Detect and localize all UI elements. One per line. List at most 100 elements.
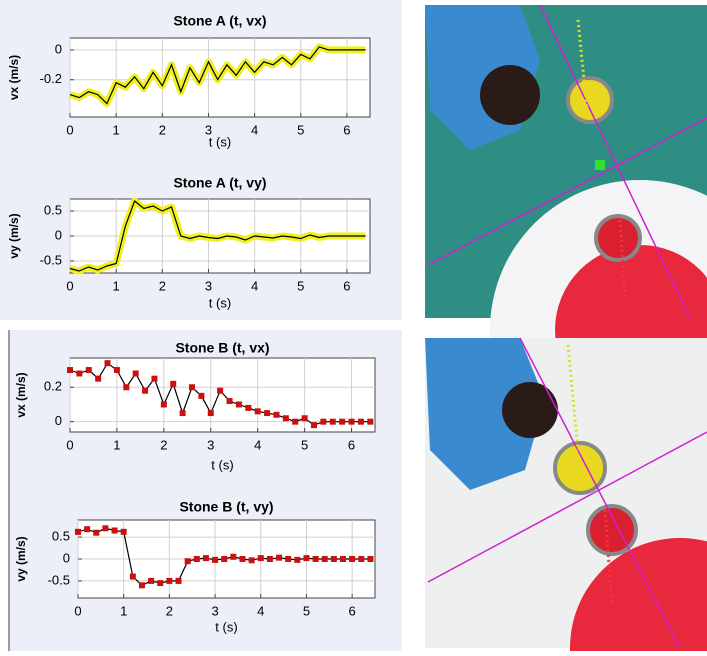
x-tick-label: 6 bbox=[348, 437, 355, 452]
data-point bbox=[320, 418, 327, 425]
x-tick-label: 2 bbox=[166, 603, 173, 618]
data-point bbox=[142, 387, 149, 394]
x-tick-label: 5 bbox=[297, 278, 304, 293]
chart-title: Stone B (t, vx) bbox=[175, 340, 269, 356]
x-tick-label: 1 bbox=[113, 437, 120, 452]
data-point bbox=[179, 410, 186, 417]
data-point bbox=[84, 526, 91, 533]
data-point bbox=[184, 558, 191, 565]
axis-line bbox=[427, 431, 707, 583]
data-point bbox=[85, 367, 92, 374]
stone-a bbox=[553, 441, 607, 495]
chart: Stone B (t, vy) t (s) vy (m/s) 0 1 2 3 4 5 6 -0.5 0… bbox=[14, 499, 376, 634]
data-point bbox=[367, 418, 374, 425]
x-tick-label: 1 bbox=[113, 278, 120, 293]
data-point bbox=[276, 554, 283, 561]
data-point bbox=[292, 418, 299, 425]
data-point bbox=[303, 555, 310, 562]
data-point bbox=[120, 528, 127, 535]
y-axis-label: vx (m/s) bbox=[7, 55, 21, 100]
video-frame-bottom bbox=[425, 337, 707, 656]
x-tick-label: 4 bbox=[251, 122, 258, 137]
data-point bbox=[239, 556, 246, 562]
x-tick-label: 0 bbox=[66, 278, 73, 293]
data-point bbox=[301, 415, 308, 422]
data-point bbox=[212, 556, 219, 563]
data-point bbox=[349, 556, 356, 562]
house-red bbox=[570, 538, 707, 656]
y-tick-label: 0 bbox=[55, 227, 62, 242]
x-tick-label: 0 bbox=[66, 122, 73, 137]
x-tick-label: 4 bbox=[254, 437, 261, 452]
player bbox=[425, 338, 545, 490]
data-point bbox=[358, 556, 365, 562]
data-point bbox=[95, 375, 102, 382]
data-point bbox=[157, 580, 164, 587]
track-b bbox=[603, 509, 614, 606]
y-axis-label: vy (m/s) bbox=[14, 536, 28, 581]
origin-marker bbox=[595, 160, 605, 170]
chart: Stone A (t, vx) t (s) vx (m/s) 0 1 2 3 4 5 6 -0.2 0 bbox=[7, 13, 371, 149]
y-axis-label: vx (m/s) bbox=[14, 372, 28, 417]
x-axis-label: t (s) bbox=[215, 619, 237, 634]
data-point bbox=[230, 553, 237, 560]
video-frame-top bbox=[425, 4, 707, 480]
data-point bbox=[207, 410, 214, 417]
data-point bbox=[282, 415, 289, 422]
x-tick-label: 5 bbox=[297, 122, 304, 137]
data-point bbox=[104, 360, 111, 367]
data-point bbox=[339, 418, 346, 425]
x-tick-label: 3 bbox=[207, 437, 214, 452]
data-point bbox=[113, 367, 120, 374]
y-tick-label: 0 bbox=[55, 41, 62, 56]
x-tick-label: 2 bbox=[159, 278, 166, 293]
data-point bbox=[245, 404, 252, 411]
data-point bbox=[329, 418, 336, 425]
data-point bbox=[111, 527, 118, 534]
player-head bbox=[480, 65, 540, 125]
y-tick-label: 0.5 bbox=[52, 529, 70, 544]
chart-title: Stone B (t, vy) bbox=[179, 499, 273, 515]
x-tick-label: 5 bbox=[301, 437, 308, 452]
data-point bbox=[357, 418, 364, 425]
y-tick-label: -0.5 bbox=[40, 252, 62, 267]
axis-line bbox=[427, 117, 707, 266]
data-point bbox=[102, 525, 109, 532]
data-point bbox=[166, 577, 173, 584]
data-point bbox=[76, 370, 83, 377]
data-point bbox=[311, 422, 317, 429]
y-tick-label: 0.5 bbox=[44, 202, 62, 217]
data-point bbox=[67, 367, 73, 374]
data-point bbox=[148, 577, 155, 584]
x-tick-label: 0 bbox=[74, 603, 81, 618]
x-tick-label: 5 bbox=[303, 603, 310, 618]
x-axis-label: t (s) bbox=[209, 134, 231, 149]
data-point bbox=[123, 384, 130, 391]
x-tick-label: 3 bbox=[211, 603, 218, 618]
x-tick-label: 4 bbox=[251, 278, 258, 293]
data-point bbox=[170, 380, 177, 387]
stone-b bbox=[586, 504, 638, 556]
data-point bbox=[235, 401, 242, 408]
data-point bbox=[193, 556, 200, 562]
track-b bbox=[618, 219, 627, 301]
data-point bbox=[221, 556, 228, 562]
data-point bbox=[312, 556, 319, 562]
data-point bbox=[294, 556, 301, 563]
data-point bbox=[254, 408, 261, 415]
data-point bbox=[257, 555, 264, 562]
stone-b bbox=[594, 214, 642, 262]
data-point bbox=[175, 577, 182, 584]
data-point bbox=[75, 528, 81, 535]
chart: Stone B (t, vx) t (s) vx (m/s) 0 1 2 3 4 5 6 0 0.2 bbox=[14, 340, 376, 472]
stone-a bbox=[566, 76, 614, 124]
y-axis-label: vy (m/s) bbox=[7, 213, 21, 258]
y-tick-label: -0.2 bbox=[40, 71, 62, 86]
data-point bbox=[132, 370, 139, 377]
x-axis-label: t (s) bbox=[211, 457, 233, 472]
track-a bbox=[576, 19, 590, 121]
x-tick-label: 6 bbox=[343, 278, 350, 293]
data-point bbox=[202, 555, 209, 562]
data-point bbox=[348, 418, 355, 425]
x-tick-label: 2 bbox=[160, 437, 167, 452]
